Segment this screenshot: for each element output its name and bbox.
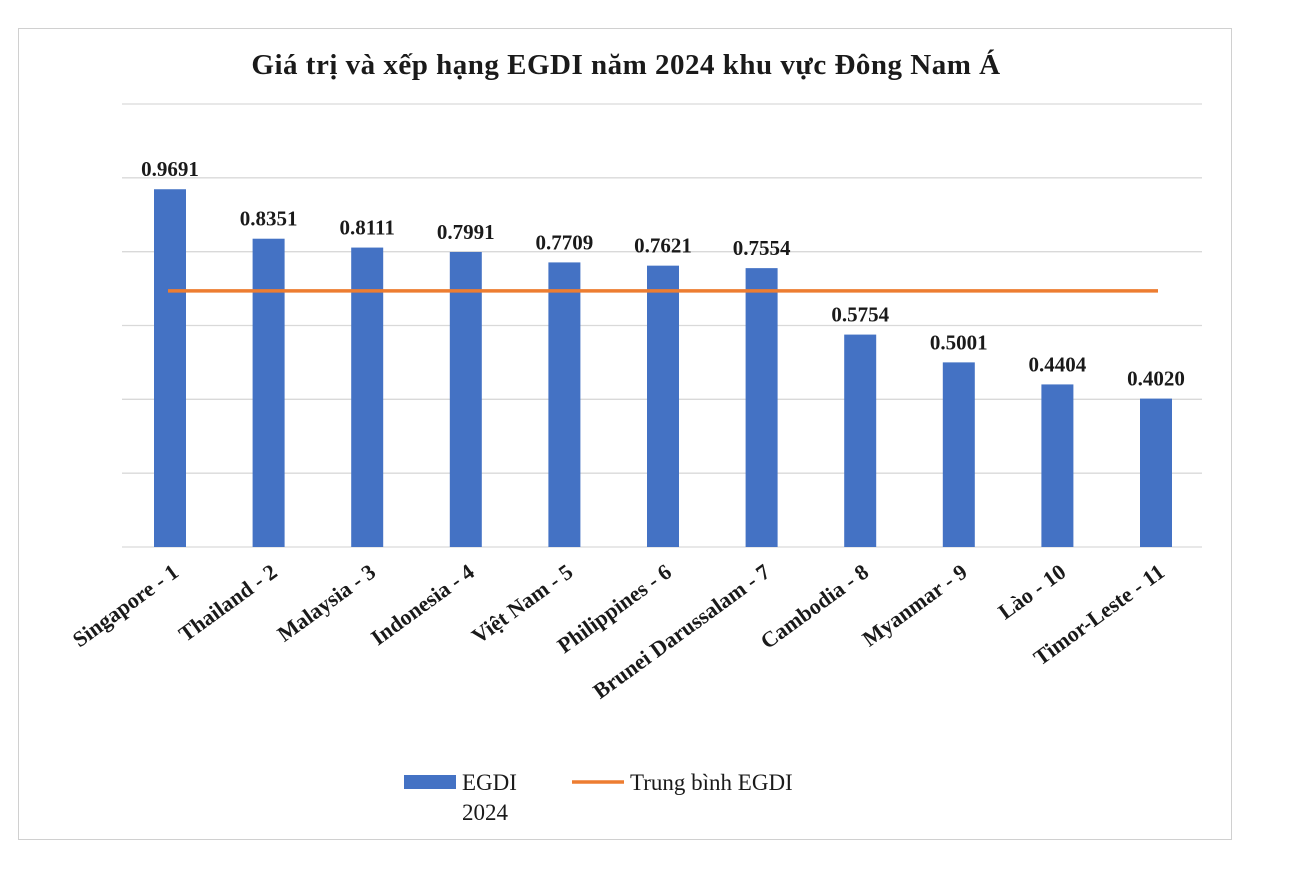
bar-7 (844, 334, 877, 547)
x-tick-label-9: Lào - 10 (993, 559, 1070, 624)
x-tick-label-0: Singapore - 1 (68, 559, 183, 652)
data-label-2: 0.8111 (339, 216, 394, 240)
bar-1 (252, 238, 285, 547)
bar-2 (351, 247, 384, 548)
bar-8 (942, 362, 975, 547)
x-tick-label-2: Malaysia - 3 (272, 559, 380, 647)
x-tick-label-7: Cambodia - 8 (756, 559, 874, 654)
data-label-10: 0.4020 (1127, 367, 1185, 391)
data-label-1: 0.8351 (240, 207, 298, 231)
x-tick-label-3: Indonesia - 4 (366, 559, 479, 650)
bar-9 (1041, 384, 1074, 547)
chart-frame (18, 28, 1232, 840)
data-label-7: 0.5754 (831, 303, 889, 327)
bar-0 (154, 189, 186, 547)
bar-6 (745, 268, 778, 547)
legend-label-egdi-line-0: EGDI (462, 770, 517, 795)
grid-lines (122, 103, 1202, 548)
data-label-3: 0.7991 (437, 220, 495, 244)
x-tick-label-1: Thailand - 2 (174, 559, 282, 647)
data-label-9: 0.4404 (1029, 352, 1087, 376)
legend-swatch-egdi (404, 775, 456, 789)
bar-3 (449, 251, 482, 548)
bar-5 (647, 265, 679, 547)
data-label-4: 0.7709 (536, 230, 594, 254)
data-labels: 0.9691 0.8351 0.8111 0.7991 0.7709 0.7621 0.75… (141, 157, 1185, 390)
legend-label-average: Trung bình EGDI (630, 770, 793, 795)
bar-10 (1140, 398, 1172, 547)
legend-label-egdi-line-1: 2024 (462, 800, 509, 825)
x-tick-label-6: Brunei Darussalam - 7 (588, 559, 774, 704)
chart-title: Giá trị và xếp hạng EGDI năm 2024 khu vự… (251, 48, 1000, 81)
data-label-0: 0.9691 (141, 157, 199, 181)
x-tick-label-8: Myanmar - 9 (858, 559, 972, 652)
bar-4 (548, 262, 581, 547)
bars (154, 189, 1172, 548)
data-label-8: 0.5001 (930, 330, 988, 354)
data-label-6: 0.7554 (733, 236, 791, 260)
data-label-5: 0.7621 (634, 234, 692, 258)
legend: EGDI 2024 Trung bình EGDI (404, 770, 793, 825)
